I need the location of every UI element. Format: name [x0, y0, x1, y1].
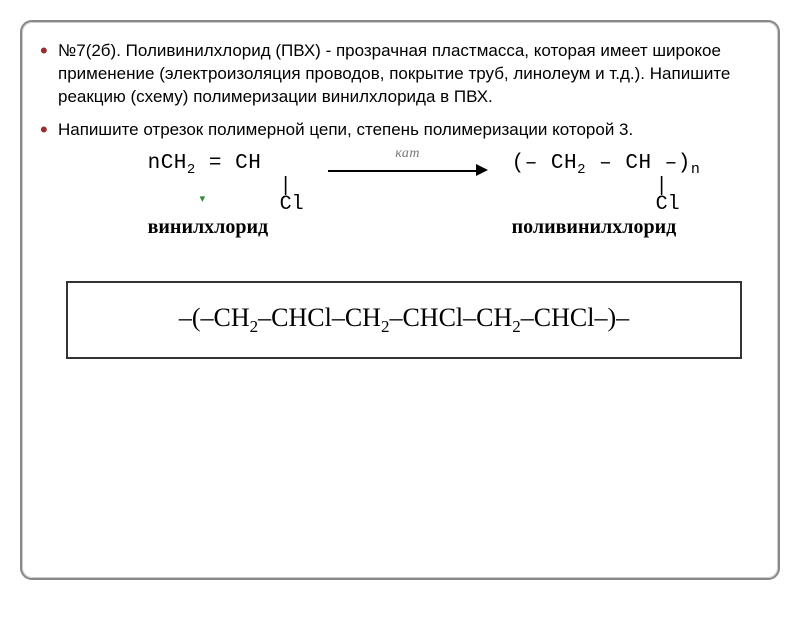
- polymer-chain-box: –(–CH2–CHCl–CH2–CHCl–CH2–CHCl–)–: [66, 281, 742, 359]
- monomer-name: винилхлорид: [148, 216, 304, 239]
- polymer-substituent: Cl: [512, 196, 701, 214]
- monomer-block: nCH2 = CH | Cl▾ винилхлорид: [148, 152, 304, 239]
- problem-paragraph: №7(2б). Поливинилхлорид (ПВХ) - прозрачн…: [58, 40, 750, 109]
- coefficient-n: n: [148, 152, 161, 175]
- accent-mark: ▾: [200, 196, 206, 206]
- reaction-scheme: nCH2 = CH | Cl▾ винилхлорид кат (– CH2 –…: [98, 152, 750, 239]
- polymer-chain-formula: –(–CH2–CHCl–CH2–CHCl–CH2–CHCl–)–: [179, 303, 629, 332]
- reaction-arrow: кат: [328, 156, 488, 184]
- slide-frame: №7(2б). Поливинилхлорид (ПВХ) - прозрачн…: [20, 20, 780, 580]
- polymer-n: n: [691, 161, 701, 178]
- arrow-label: кат: [328, 146, 488, 162]
- arrow-line: [328, 170, 478, 172]
- polymer-block: (– CH2 – CH –)n | Cl поливинилхлорид: [512, 152, 701, 239]
- monomer-substituent: Cl▾: [148, 196, 304, 214]
- polymer-name: поливинилхлорид: [512, 216, 701, 239]
- task-paragraph: Напишите отрезок полимерной цепи, степен…: [58, 119, 750, 142]
- problem-text: Поливинилхлорид (ПВХ) - прозрачная пласт…: [58, 41, 730, 106]
- arrow-head-icon: [476, 164, 488, 176]
- polymer-formula: (– CH2 – CH –)n: [512, 152, 701, 178]
- monomer-formula: nCH2 = CH: [148, 152, 304, 178]
- problem-number: №7(2б).: [58, 41, 121, 60]
